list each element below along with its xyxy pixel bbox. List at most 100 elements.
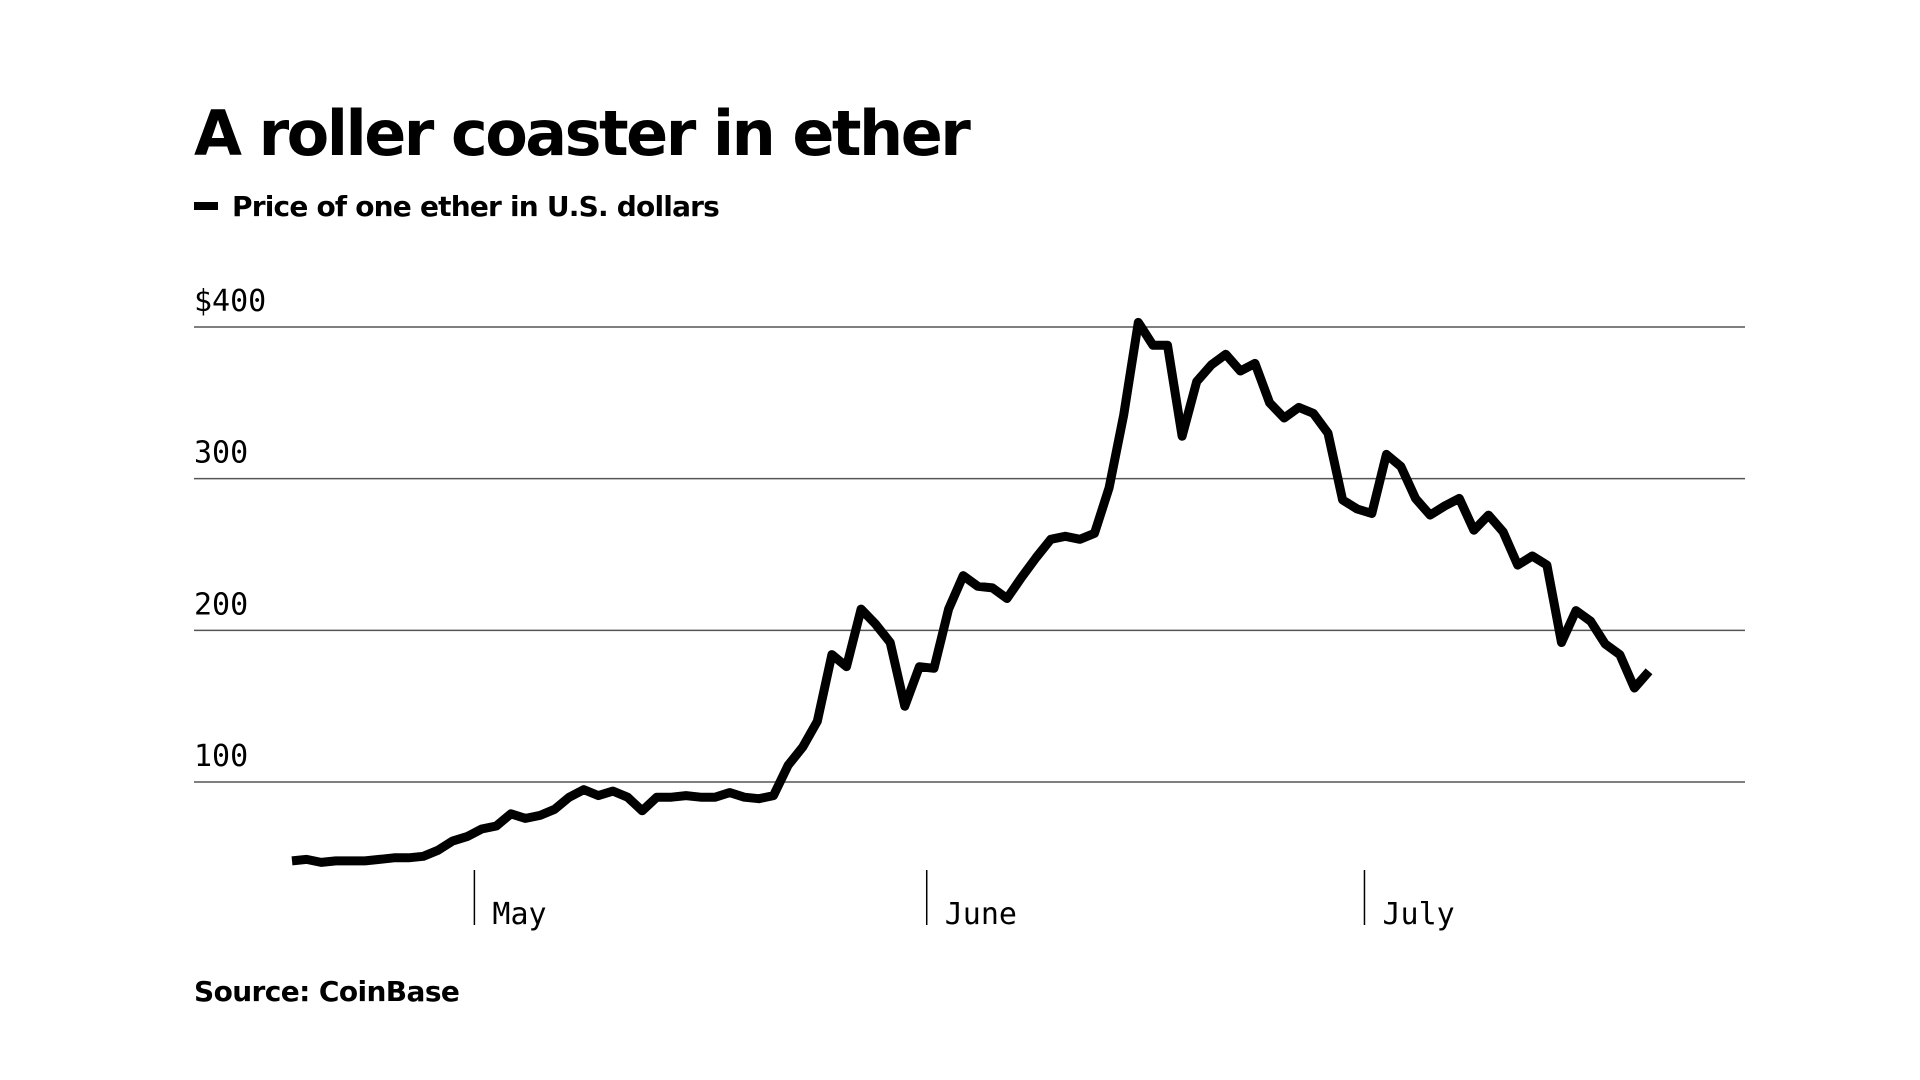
data-point: [653, 793, 661, 801]
x-tick-label: May: [492, 897, 546, 932]
data-point: [770, 792, 778, 800]
data-point: [1368, 510, 1376, 518]
data-point: [1178, 432, 1186, 440]
data-point: [1295, 403, 1303, 411]
data-point: [1003, 595, 1011, 603]
data-point: [1645, 667, 1653, 675]
data-point: [1455, 494, 1463, 502]
data-point: [1236, 367, 1244, 375]
data-point: [1047, 535, 1055, 543]
data-point: [1426, 511, 1434, 519]
data-point: [551, 805, 559, 813]
data-point: [1616, 651, 1624, 659]
source-note: Source: CoinBase: [194, 975, 460, 1008]
y-axis-tick-labels: $400 300 200 100: [194, 284, 266, 774]
data-point: [930, 664, 938, 672]
data-point: [1251, 359, 1259, 367]
y-tick-label: 100: [194, 739, 248, 774]
data-point: [332, 857, 340, 865]
data-point: [1324, 429, 1332, 437]
data-point: [1339, 496, 1347, 504]
data-point: [1630, 684, 1638, 692]
data-point: [609, 787, 617, 795]
data-point: [740, 793, 748, 801]
data-point: [536, 811, 544, 819]
data-point: [1134, 318, 1142, 326]
data-point: [1412, 494, 1420, 502]
data-point: [1587, 617, 1595, 625]
data-point: [974, 582, 982, 590]
series-line-ether-price: [291, 317, 1653, 867]
data-point: [784, 761, 792, 769]
data-point: [1164, 341, 1172, 349]
data-point: [886, 639, 894, 647]
data-point: [1120, 411, 1128, 419]
data-point: [1441, 502, 1449, 510]
data-point: [697, 793, 705, 801]
data-point: [872, 620, 880, 628]
data-point: [317, 858, 325, 866]
legend: Price of one ether in U.S. dollars: [194, 186, 720, 226]
y-tick-label: $400: [194, 284, 266, 319]
data-point: [594, 792, 602, 800]
data-point: [303, 855, 311, 863]
data-point: [843, 663, 851, 671]
data-point: [755, 795, 763, 803]
data-point: [1514, 561, 1522, 569]
data-point: [1558, 639, 1566, 647]
data-point: [1499, 528, 1507, 536]
legend-swatch: [194, 202, 218, 210]
data-point: [1091, 529, 1099, 537]
y-tick-label: 300: [194, 436, 248, 471]
data-point: [667, 793, 675, 801]
data-point: [624, 793, 632, 801]
data-point: [857, 605, 865, 613]
data-point: [1382, 450, 1390, 458]
chart-title: A roller coaster in ether: [194, 97, 971, 170]
data-point: [901, 702, 909, 710]
data-point: [580, 786, 588, 794]
data-point: [288, 857, 296, 865]
data-point: [1470, 526, 1478, 534]
data-point: [1105, 484, 1113, 492]
data-point: [1061, 532, 1069, 540]
data-point: [361, 857, 369, 865]
x-tick-label: July: [1382, 897, 1454, 932]
data-point: [1397, 463, 1405, 471]
data-point: [565, 793, 573, 801]
data-point: [1601, 640, 1609, 648]
data-point: [1193, 378, 1201, 386]
data-point: [915, 663, 923, 671]
data-point: [1280, 414, 1288, 422]
data-point: [1032, 554, 1040, 562]
data-point: [799, 743, 807, 751]
data-point: [1222, 350, 1230, 358]
data-point: [463, 833, 471, 841]
y-tick-label: 200: [194, 587, 248, 622]
data-point: [1018, 573, 1026, 581]
data-point: [1543, 561, 1551, 569]
data-point: [813, 717, 821, 725]
data-point: [1149, 341, 1157, 349]
data-point: [1485, 511, 1493, 519]
gridlines: [194, 326, 1745, 783]
data-point: [522, 814, 530, 822]
data-point: [988, 584, 996, 592]
data-point: [405, 854, 413, 862]
data-point: [638, 807, 646, 815]
data-point: [346, 857, 354, 865]
data-point: [1353, 505, 1361, 513]
series-layer: [288, 317, 1653, 867]
data-point: [1572, 607, 1580, 615]
data-point: [390, 854, 398, 862]
data-point: [1076, 535, 1084, 543]
x-tick-label: June: [945, 897, 1017, 932]
data-point: [711, 793, 719, 801]
data-point: [726, 789, 734, 797]
data-point: [1266, 399, 1274, 407]
data-point: [682, 792, 690, 800]
data-point: [959, 572, 967, 580]
data-point: [1207, 361, 1215, 369]
data-point: [419, 852, 427, 860]
